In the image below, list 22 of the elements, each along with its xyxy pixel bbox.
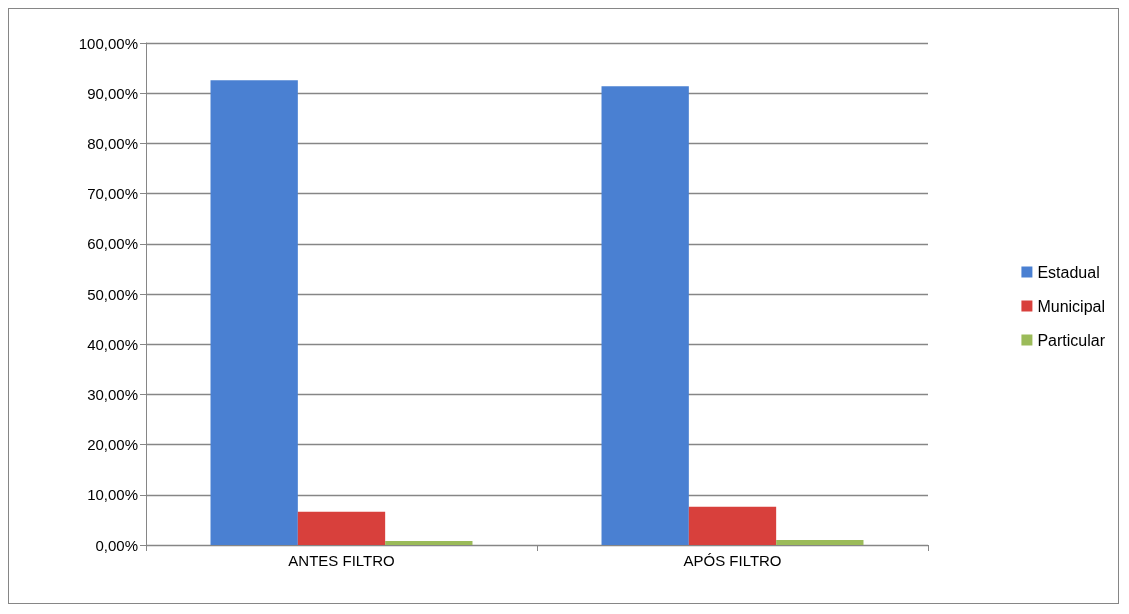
y-tick-label: 20,00%: [87, 436, 138, 454]
bar: [601, 86, 689, 545]
legend-label: Municipal: [1037, 297, 1106, 315]
y-tick-label: 50,00%: [87, 285, 138, 303]
legend-label: Particular: [1037, 331, 1106, 349]
bar: [385, 540, 473, 545]
bar: [297, 511, 386, 545]
x-tick-label: APÓS FILTRO: [683, 552, 782, 569]
bar: [688, 506, 777, 545]
y-tick-label: 90,00%: [87, 84, 138, 102]
y-tick-label: 60,00%: [87, 235, 138, 253]
y-tick-label: 10,00%: [87, 486, 138, 504]
y-tick-label: 40,00%: [87, 335, 138, 353]
y-tick-label: 30,00%: [87, 385, 138, 403]
y-tick-label: 0,00%: [95, 536, 138, 554]
x-tick-label: ANTES FILTRO: [288, 552, 395, 569]
bar: [210, 80, 298, 545]
y-tick-label: 100,00%: [78, 34, 138, 52]
legend-label: Estadual: [1037, 263, 1100, 281]
y-tick-label: 80,00%: [87, 134, 138, 152]
bar: [776, 539, 864, 545]
y-tick-label: 70,00%: [87, 185, 138, 203]
